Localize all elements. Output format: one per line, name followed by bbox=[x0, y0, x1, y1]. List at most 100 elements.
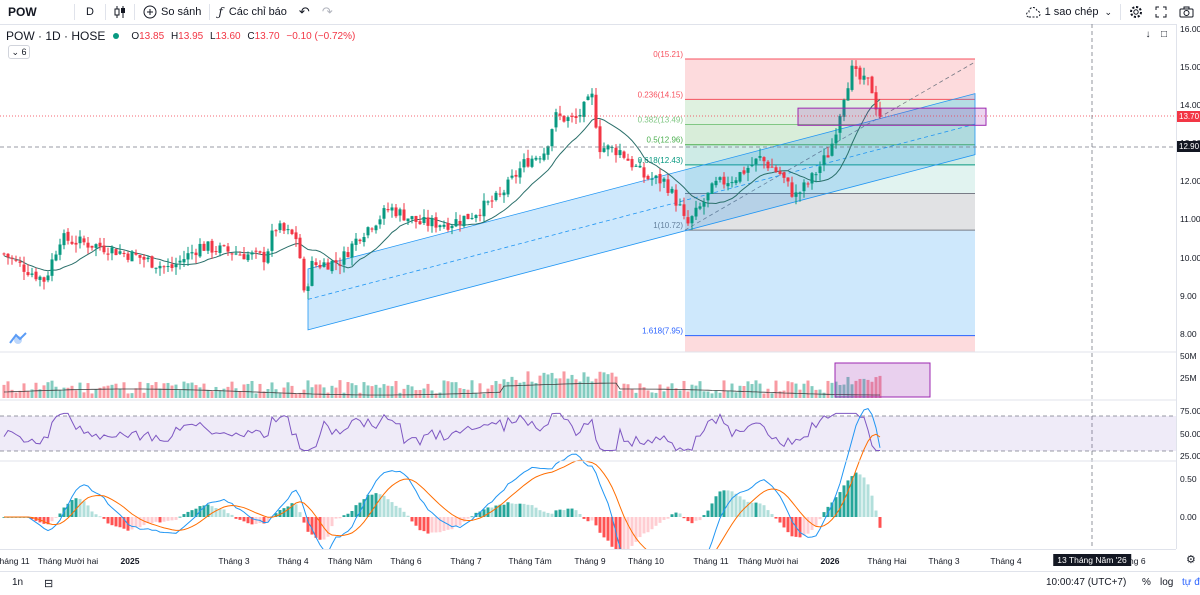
indicators-button[interactable]: ƒ Các chỉ báo bbox=[212, 0, 293, 24]
volume-bar bbox=[526, 371, 530, 398]
macd-histogram-bar bbox=[366, 494, 370, 517]
candle-body bbox=[858, 67, 862, 80]
macd-histogram-bar bbox=[854, 472, 858, 517]
volume-bar bbox=[626, 384, 630, 398]
scroll-down-button[interactable]: ↓ bbox=[1141, 28, 1155, 42]
candle-body bbox=[214, 251, 218, 253]
macd-histogram-bar bbox=[782, 517, 786, 528]
macd-histogram-bar bbox=[486, 507, 490, 517]
volume-bar bbox=[450, 382, 454, 398]
macd-histogram-bar bbox=[386, 499, 390, 517]
macd-histogram-bar bbox=[546, 512, 550, 517]
macd-histogram-bar bbox=[406, 515, 410, 517]
volume-bar bbox=[434, 393, 438, 398]
chart-canvas[interactable]: 0(15.21) 0.236(14.15) 0.382(13.49) 0.5(12.9… bbox=[0, 24, 1176, 549]
volume-bar bbox=[150, 385, 154, 398]
candle-body bbox=[46, 275, 50, 281]
candle-body bbox=[206, 241, 210, 251]
macd-histogram-bar bbox=[454, 517, 458, 527]
tradingview-logo-icon[interactable] bbox=[8, 331, 28, 345]
clock-time[interactable]: 10:00:47 (UTC+7) bbox=[1046, 577, 1127, 588]
candle-body bbox=[754, 158, 758, 165]
redo-button[interactable]: ↷ bbox=[316, 0, 339, 24]
fullscreen-button[interactable] bbox=[1149, 0, 1173, 24]
legend-collapse-button[interactable]: ⌄ 6 bbox=[8, 45, 30, 59]
candlestick-icon bbox=[114, 6, 125, 18]
date-range-button[interactable]: ⊟ bbox=[44, 577, 53, 590]
macd-histogram-bar bbox=[98, 516, 102, 518]
volume-bar bbox=[834, 381, 838, 398]
chart-type-button[interactable] bbox=[108, 0, 132, 24]
candle-body bbox=[810, 173, 814, 184]
price-axis-label: 15.00 bbox=[1180, 62, 1200, 72]
candle-body bbox=[826, 155, 830, 158]
macd-histogram-bar bbox=[110, 517, 114, 526]
macd-histogram-bar bbox=[466, 517, 470, 519]
candle-body bbox=[470, 217, 474, 219]
candle-body bbox=[170, 264, 174, 268]
macd-histogram-bar bbox=[170, 517, 174, 521]
gear-icon: ⚙ bbox=[1186, 554, 1196, 566]
legend-symbol-name[interactable]: POW · 1D · HOSE bbox=[6, 29, 106, 43]
price-axis-label: 16.00 bbox=[1180, 23, 1200, 34]
candle-body bbox=[554, 112, 558, 128]
candle-body bbox=[722, 176, 726, 185]
moving-average-line bbox=[3, 99, 881, 272]
volume-bar bbox=[670, 383, 674, 398]
volume-bar bbox=[698, 381, 702, 398]
settings-button[interactable] bbox=[1123, 0, 1149, 24]
macd-histogram-bar bbox=[674, 512, 678, 517]
macd-histogram-bar bbox=[202, 505, 206, 517]
candle-body bbox=[282, 223, 286, 231]
undo-button[interactable]: ↶ bbox=[293, 0, 316, 24]
candle-body bbox=[866, 77, 870, 79]
volume-bar bbox=[294, 393, 298, 398]
symbol-search[interactable]: POW bbox=[8, 5, 37, 19]
candle-body bbox=[626, 158, 630, 161]
fibonacci-retracement[interactable]: 0(15.21) 0.236(14.15) 0.382(13.49) 0.5(12.9… bbox=[638, 50, 976, 352]
rectangle-drawing[interactable] bbox=[0, 24, 1176, 549]
compare-button[interactable]: So sánh bbox=[137, 0, 207, 24]
candle-body bbox=[610, 147, 614, 149]
volume-bar bbox=[370, 386, 374, 398]
candle-body bbox=[134, 252, 138, 255]
interval-button[interactable]: D bbox=[86, 6, 94, 18]
macd-histogram-bar bbox=[526, 504, 530, 517]
percent-toggle[interactable]: % bbox=[1142, 577, 1151, 588]
close-label: C bbox=[247, 30, 255, 42]
log-toggle[interactable]: log bbox=[1160, 577, 1174, 588]
screenshot-button[interactable] bbox=[1173, 0, 1200, 24]
candle-body bbox=[806, 183, 810, 185]
volume-bar bbox=[330, 385, 334, 398]
auto-toggle[interactable]: tự đ bbox=[1182, 577, 1200, 588]
open-value: 13.85 bbox=[139, 30, 165, 42]
volume-bar bbox=[118, 388, 122, 398]
fx-icon: ƒ bbox=[218, 5, 223, 19]
macd-histogram-bar bbox=[666, 517, 670, 519]
price-axis[interactable]: 16.0015.0014.0013.0012.0011.0010.009.008… bbox=[1176, 24, 1200, 549]
macd-histogram-bar bbox=[670, 514, 674, 517]
macd-histogram-bar bbox=[778, 517, 782, 523]
volume-bar bbox=[690, 384, 694, 398]
volume-bar bbox=[774, 380, 778, 398]
time-axis[interactable]: Tháng 6 Tháng 4 Tháng 3 Tháng Hai 2026 Tháng … bbox=[0, 549, 1176, 572]
candle-body bbox=[238, 254, 242, 256]
macd-histogram-bar bbox=[762, 505, 766, 517]
candle-body bbox=[138, 255, 142, 258]
volume-bar bbox=[766, 388, 770, 398]
macd-histogram-bar bbox=[122, 517, 126, 529]
macd-histogram-bar bbox=[310, 517, 314, 535]
candle-body bbox=[714, 180, 718, 186]
settings-corner-button[interactable]: ⚙ bbox=[1186, 553, 1196, 566]
candle-body bbox=[298, 237, 302, 259]
macd-histogram-bar bbox=[586, 517, 590, 522]
macd-histogram-bar bbox=[390, 502, 394, 517]
candle-body bbox=[766, 161, 770, 169]
range-1y-button[interactable]: 1n bbox=[12, 577, 24, 588]
candle-body bbox=[150, 256, 154, 268]
candle-body bbox=[398, 209, 402, 216]
maximize-pane-button[interactable]: □ bbox=[1157, 28, 1171, 42]
layout-button[interactable]: 1 sao chép ⌄ bbox=[1019, 0, 1118, 24]
macd-histogram-bar bbox=[634, 517, 638, 542]
volume-bar bbox=[310, 387, 314, 398]
